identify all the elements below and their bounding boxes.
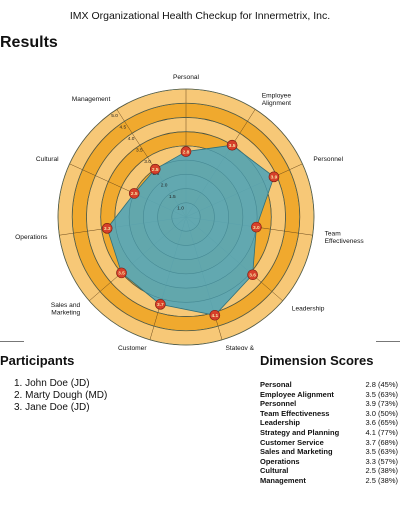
score-value: 4.1 (77%)	[365, 427, 398, 437]
radar-grid-ring	[171, 202, 201, 232]
radar-grid-ring	[143, 174, 229, 260]
dimension-scores-table: Personal 2.8 (45%) Employee Alignment 3.5 …	[260, 380, 398, 486]
participants-heading: Participants	[0, 353, 75, 368]
value-marker-label: 2.5	[131, 191, 138, 197]
participant-item: 2. Marty Dough (MD)	[14, 390, 108, 401]
axis-label: Personal	[173, 74, 200, 81]
value-marker-label: 2.5	[152, 167, 159, 173]
score-value: 2.5 (38%)	[365, 475, 398, 485]
radar-grid-ring	[114, 145, 258, 289]
ring-scale-label: 3.0	[144, 159, 151, 165]
value-marker-label: 3.9	[271, 175, 278, 181]
score-row: Personal 2.8 (45%)	[260, 380, 398, 390]
axis-label: Personnel	[313, 156, 343, 163]
score-name: Personal	[260, 380, 292, 389]
value-marker	[149, 163, 161, 175]
axis-label: Leadership	[292, 306, 325, 313]
score-name: Management	[260, 475, 306, 485]
value-marker-label: 3.6	[249, 273, 256, 279]
value-marker	[155, 299, 166, 310]
ring-scale-label: 4.0	[128, 136, 135, 142]
participant-item: 1. John Doe (JD)	[14, 378, 90, 389]
score-row: Personnel 3.9 (73%)	[260, 399, 398, 409]
participant-item: 3. Jane Doe (JD)	[14, 402, 90, 413]
value-marker	[247, 269, 258, 281]
value-marker	[251, 221, 262, 233]
value-marker	[116, 267, 127, 279]
radar-chart: 1.01.52.02.53.03.54.04.55.02.83.53.93.03…	[15, 74, 365, 350]
score-value: 2.5 (38%)	[365, 466, 398, 476]
value-marker	[101, 223, 113, 234]
ring-scale-label: 1.5	[169, 194, 176, 200]
score-value: 3.0 (50%)	[365, 408, 398, 418]
score-value: 3.9 (73%)	[365, 399, 398, 409]
score-name: Cultural	[260, 466, 289, 476]
value-marker-label: 3.0	[253, 225, 260, 231]
axis-label: Operations	[15, 234, 48, 241]
score-name: Personnel	[260, 399, 297, 409]
radar-grid-ring	[128, 159, 244, 275]
value-marker-label: 3.3	[104, 226, 111, 232]
radar-grid-ring	[157, 188, 215, 246]
score-value: 3.5 (63%)	[365, 389, 398, 399]
score-row: Operations 3.3 (57%)	[260, 457, 398, 467]
score-name: Operations	[260, 456, 300, 466]
axis-label: Stategy &Planning	[225, 345, 254, 350]
score-row: Leadership 3.6 (65%)	[260, 418, 398, 428]
score-name: Sales and Marketing	[260, 447, 333, 457]
value-marker-label: 3.5	[118, 271, 125, 277]
radar-grid-ring	[72, 103, 300, 331]
score-value: 2.8 (45%)	[365, 380, 398, 389]
ring-scale-label: 1.0	[177, 205, 184, 211]
score-row: Sales and Marketing 3.5 (63%)	[260, 447, 398, 457]
value-marker-label: 4.1	[212, 313, 219, 319]
value-marker-label: 3.5	[229, 143, 236, 149]
ring-scale-label: 2.0	[161, 182, 168, 188]
value-marker	[128, 188, 140, 199]
score-row: Strategy and Planning 4.1 (77%)	[260, 428, 398, 438]
radar-grid-ring	[86, 117, 286, 317]
score-row: Management 2.5 (38%)	[260, 476, 398, 486]
axis-label: Management	[72, 96, 111, 103]
axis-label: Cultural	[36, 156, 59, 163]
value-marker	[180, 146, 192, 157]
radar-grid-ring	[57, 88, 315, 346]
score-value: 3.3 (57%)	[365, 456, 398, 466]
axis-label: Sales and Marketing	[51, 302, 81, 317]
radar-grid-ring	[100, 131, 272, 303]
score-row: Team Effectiveness 3.0 (50%)	[260, 409, 398, 419]
value-marker	[268, 171, 280, 183]
score-name: Employee Alignment	[260, 389, 334, 399]
axis-label: Employee Alignment	[262, 93, 292, 108]
divider-right	[376, 341, 400, 342]
value-marker	[226, 139, 238, 151]
score-row: Cultural 2.5 (38%)	[260, 466, 398, 476]
dimension-scores-heading: Dimension Scores	[260, 353, 374, 368]
divider-left	[0, 341, 24, 342]
score-name: Customer Service	[260, 437, 324, 447]
score-value: 3.5 (63%)	[365, 447, 398, 457]
participants-list: 1. John Doe (JD) 2. Marty Dough (MD) 3. …	[14, 378, 107, 414]
ring-scale-label: 3.5	[136, 148, 143, 154]
score-row: Employee Alignment 3.5 (63%)	[260, 390, 398, 400]
report-title: IMX Organizational Health Checkup for In…	[69, 10, 331, 22]
score-row: Customer Service 3.7 (68%)	[260, 438, 398, 448]
score-name: Team Effectiveness	[260, 408, 330, 418]
value-marker	[209, 309, 221, 321]
ring-scale-label: 4.5	[119, 124, 126, 130]
results-heading: Results	[0, 34, 58, 51]
ring-scale-label: 5.0	[111, 113, 118, 119]
value-marker-label: 2.8	[183, 149, 190, 155]
score-value: 3.6 (65%)	[365, 418, 398, 428]
axis-label: Team Effectiveness	[325, 230, 365, 245]
score-name: Strategy and Planning	[260, 427, 340, 437]
score-name: Leadership	[260, 418, 301, 428]
value-marker-label: 3.7	[157, 302, 164, 308]
radar-area	[106, 144, 275, 316]
score-value: 3.7 (68%)	[365, 437, 398, 447]
